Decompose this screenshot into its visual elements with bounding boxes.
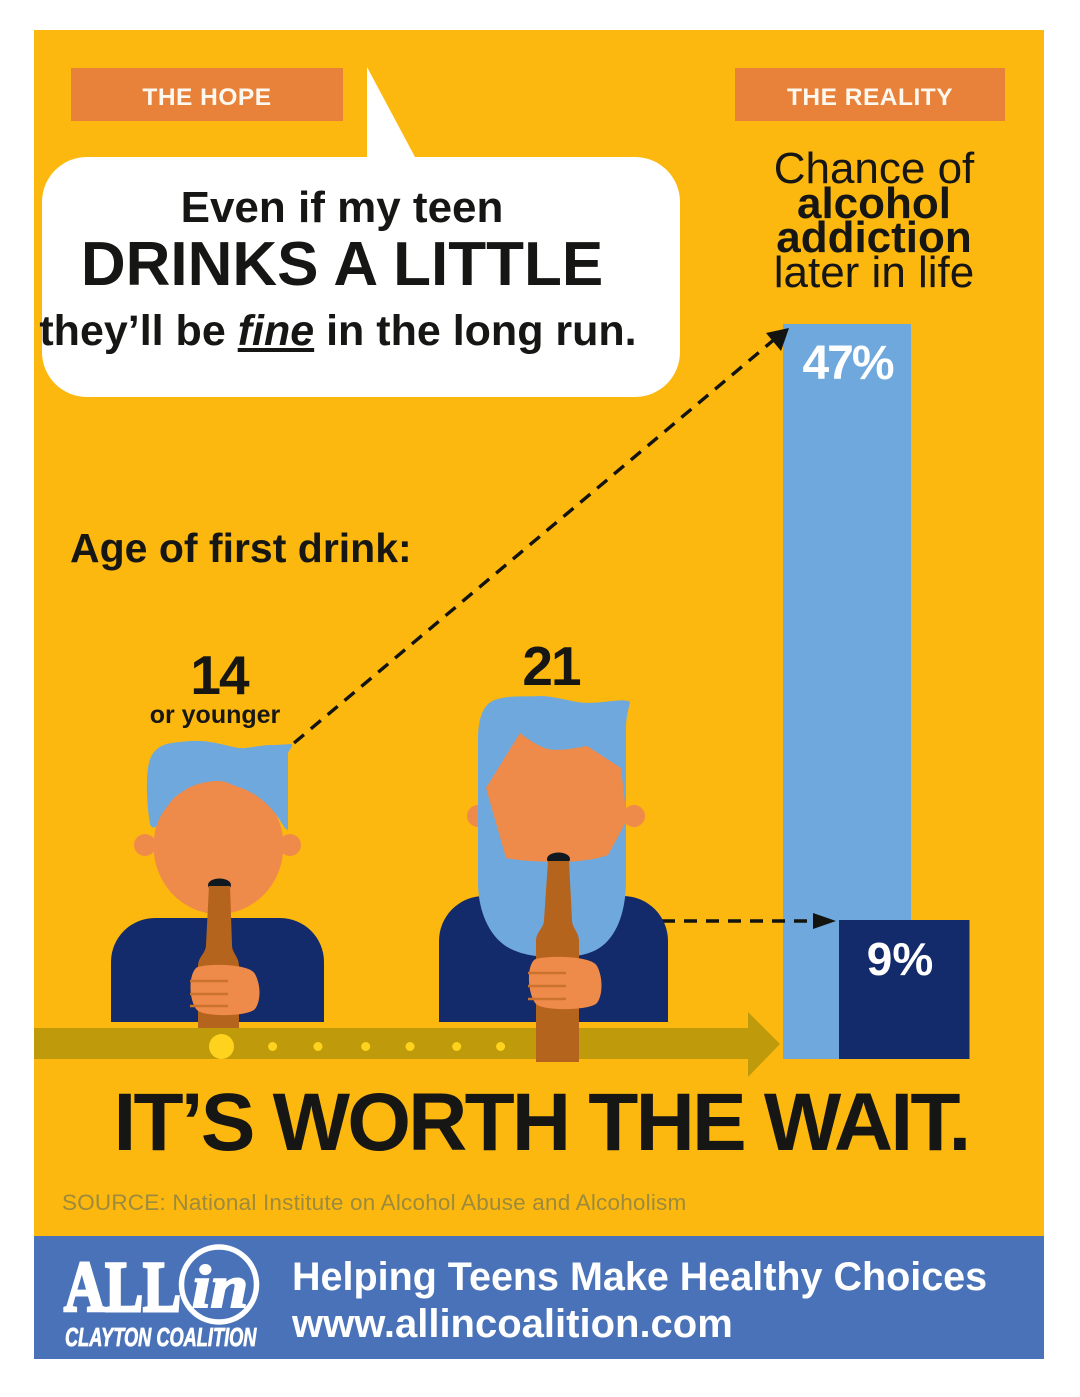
svg-text:in: in: [192, 1253, 248, 1320]
